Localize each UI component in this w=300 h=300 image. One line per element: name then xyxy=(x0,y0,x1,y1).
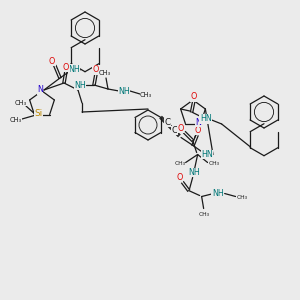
Text: NH: NH xyxy=(74,80,86,89)
Text: CH₃: CH₃ xyxy=(208,161,219,166)
Text: Si: Si xyxy=(34,109,42,118)
Text: NH: NH xyxy=(188,168,200,177)
Text: CH₃: CH₃ xyxy=(15,100,27,106)
Text: NH: NH xyxy=(212,189,224,198)
Text: HN: HN xyxy=(201,150,213,159)
Text: NH: NH xyxy=(68,64,80,74)
Text: CH₃: CH₃ xyxy=(140,92,152,98)
Text: O: O xyxy=(49,56,55,65)
Text: C: C xyxy=(165,118,171,127)
Text: CH₃: CH₃ xyxy=(174,161,185,166)
Text: CH₃: CH₃ xyxy=(198,212,209,217)
Text: HN: HN xyxy=(200,115,212,124)
Text: O: O xyxy=(63,62,69,71)
Text: O: O xyxy=(195,126,201,135)
Text: N: N xyxy=(37,85,43,94)
Text: CH₃: CH₃ xyxy=(10,117,22,123)
Text: O: O xyxy=(176,173,183,182)
Text: CH₃: CH₃ xyxy=(99,70,111,76)
Text: O: O xyxy=(178,124,184,133)
Text: O: O xyxy=(93,65,99,74)
Text: N: N xyxy=(196,118,202,127)
Text: C: C xyxy=(172,126,178,135)
Text: O: O xyxy=(190,92,197,101)
Text: CH₃: CH₃ xyxy=(236,195,247,200)
Text: NH: NH xyxy=(118,86,130,95)
